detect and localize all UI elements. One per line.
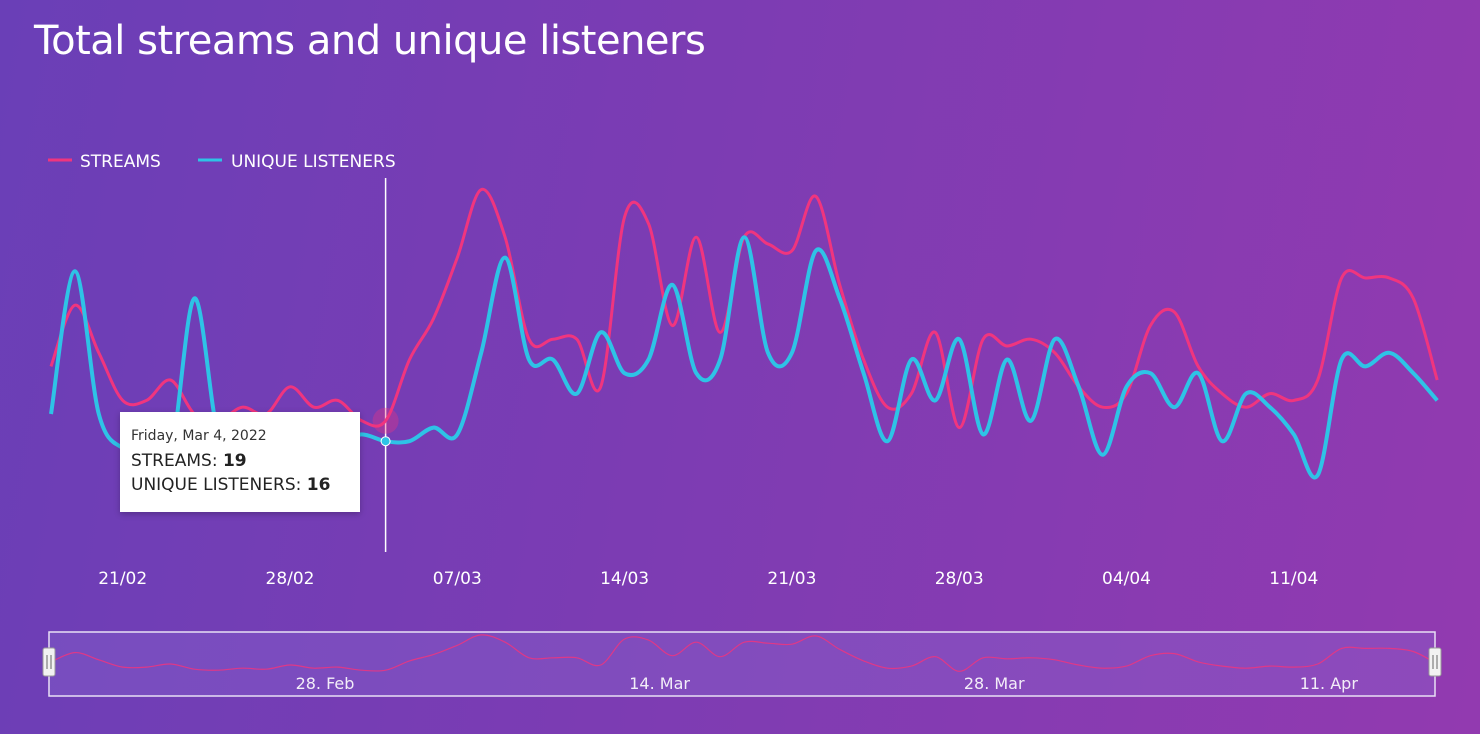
tooltip: Friday, Mar 4, 2022 STREAMS: 19 UNIQUE L… (120, 412, 360, 512)
navigator-handle-left[interactable] (42, 647, 56, 677)
x-tick-label: 11/04 (1269, 569, 1318, 589)
navigator-tick-label: 28. Mar (964, 674, 1025, 693)
tooltip-listeners-row: UNIQUE LISTENERS: 16 (131, 473, 349, 497)
legend-label-streams: STREAMS (80, 152, 161, 172)
tooltip-listeners-value: 16 (306, 475, 331, 495)
tooltip-date: Friday, Mar 4, 2022 (131, 428, 267, 444)
navigator-range[interactable] (48, 631, 1436, 697)
navigator-handle-right[interactable] (1428, 647, 1442, 677)
navigator-series-streams (50, 634, 1438, 672)
x-tick-label: 28/02 (266, 569, 315, 589)
navigator-axis: 28. Feb 14. Mar 28. Mar 11. Apr (296, 674, 1359, 693)
handle-left-grip[interactable] (42, 647, 56, 677)
tooltip-listeners-label: UNIQUE LISTENERS: (131, 475, 302, 495)
legend-item-streams[interactable]: STREAMS (48, 152, 161, 172)
navigator-tick-label: 14. Mar (629, 674, 690, 693)
hover-point-marker (380, 436, 391, 447)
tooltip-streams-row: STREAMS: 19 (131, 449, 349, 473)
navigator[interactable]: 28. Feb 14. Mar 28. Mar 11. Apr (42, 631, 1442, 697)
x-tick-label: 28/03 (935, 569, 984, 589)
navigator-tick-label: 11. Apr (1300, 674, 1359, 693)
legend-item-unique-listeners[interactable]: UNIQUE LISTENERS (198, 152, 396, 172)
tooltip-streams-value: 19 (222, 451, 247, 471)
tooltip-streams-label: STREAMS: (131, 451, 218, 471)
handle-right-grip[interactable] (1428, 647, 1442, 677)
x-tick-label: 21/02 (98, 569, 147, 589)
x-axis: 21/02 28/02 07/03 14/03 21/03 28/03 04/04 11/04 (98, 569, 1318, 589)
hover-halo (372, 407, 399, 434)
legend-label-listeners: UNIQUE LISTENERS (231, 152, 396, 172)
navigator-tick-label: 28. Feb (296, 674, 355, 693)
x-tick-label: 04/04 (1102, 569, 1151, 589)
x-tick-label: 07/03 (433, 569, 482, 589)
x-tick-label: 14/03 (600, 569, 649, 589)
series-line-streams[interactable] (49, 188, 1439, 430)
legend[interactable]: STREAMS UNIQUE LISTENERS (48, 152, 396, 172)
x-tick-label: 21/03 (767, 569, 816, 589)
chart-title: Total streams and unique listeners (34, 18, 706, 64)
